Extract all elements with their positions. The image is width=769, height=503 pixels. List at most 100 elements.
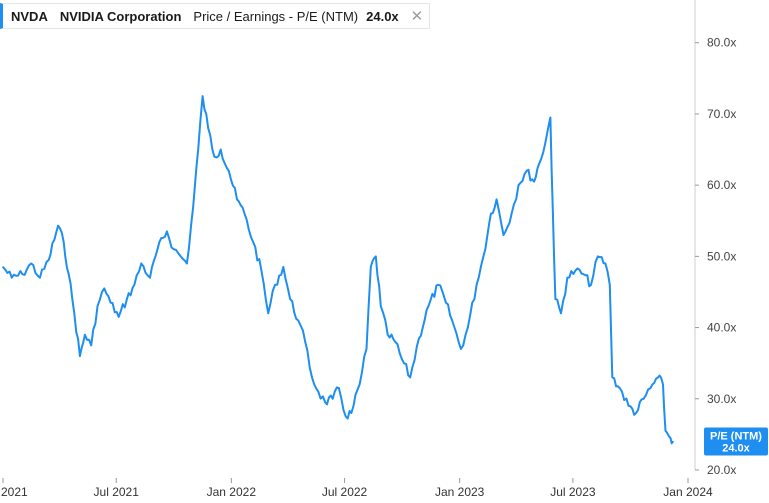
data-point [437,284,440,286]
data-point [311,376,313,379]
data-point [662,383,664,386]
x-tick-label: Jan 2022 [207,485,257,499]
metric-value: 24.0x [366,8,399,24]
data-point [604,262,607,265]
data-point [642,397,645,400]
data-point [156,248,159,251]
data-point [466,326,469,329]
data-point [365,348,368,350]
data-point [560,312,562,315]
last-value-box [704,427,768,456]
data-point [274,284,276,286]
data-point [409,376,412,379]
data-point [192,205,194,208]
data-point [213,155,216,158]
data-point [394,341,397,343]
data-point [345,415,347,418]
data-point [47,259,50,261]
data-point [96,305,99,308]
x-tick-label: Jan 2024 [663,485,713,499]
data-point [267,312,270,315]
data-point [79,355,81,357]
data-point [219,148,222,151]
pe-line-series [2,95,674,445]
data-point [549,116,552,119]
x-tick-label: Jan 2021 [0,485,28,499]
data-point [582,273,585,275]
data-point [324,401,326,404]
data-point [30,262,32,265]
data-point [358,383,361,386]
data-point [90,344,93,347]
data-point [39,276,41,279]
data-point [460,348,462,350]
data-point [427,305,430,308]
close-icon[interactable]: ✕ [410,8,424,25]
data-point [252,241,255,243]
data-point [672,440,674,443]
data-point [566,276,569,279]
data-point [10,276,13,279]
data-point [236,198,238,201]
y-tick-label: 30.0x [707,392,736,406]
data-point [445,301,447,304]
y-tick-label: 40.0x [707,321,736,335]
data-point [289,298,291,300]
data-point [619,387,621,389]
data-point [201,95,204,97]
data-point [297,319,300,322]
data-point [649,387,652,389]
data-point [57,224,59,227]
data-point [635,412,637,414]
data-point [338,387,340,389]
x-axis: Jan 2021 Jul 2021 Jan 2022 Jul 2022 Jan 2023… [0,478,713,499]
ticker-label: NVDA [11,8,48,24]
y-tick-label: 20.0x [707,463,736,477]
data-point [627,405,630,407]
data-point [186,262,188,265]
data-point [21,273,24,275]
data-point [554,298,557,300]
data-point [2,266,4,268]
data-point [495,198,498,201]
company-name: NVIDIA Corporation [59,8,182,24]
data-point [62,241,65,243]
data-point [282,266,285,268]
last-value-series-label: P/E (NTM) [710,431,762,443]
data-point [375,255,377,258]
data-point [260,269,263,272]
data-point [331,397,334,400]
data-point [133,284,136,286]
data-point [611,376,614,379]
data-point [401,358,403,361]
y-tick-label: 50.0x [707,249,736,263]
data-point [609,284,611,286]
data-point [597,255,599,258]
last-value-tag: P/E (NTM) 24.0x [704,427,768,456]
data-point [669,437,672,439]
x-tick-label: Jul 2022 [322,485,368,499]
x-tick-label: Jul 2023 [550,485,596,499]
y-tick-label: 70.0x [707,107,736,121]
legend-bar: NVDA NVIDIA Corporation Price / Earnings… [0,3,430,29]
y-axis: 20.0x 30.0x 40.0x 50.0x 60.0x 70.0x 80.0x [694,0,736,477]
data-point [475,284,478,286]
data-point [166,230,168,233]
data-point [574,269,577,272]
data-point [228,170,230,172]
data-point [67,273,70,275]
data-point [117,316,120,318]
data-point [482,255,485,258]
data-point [502,234,505,236]
data-point [418,337,420,340]
data-point [149,276,151,279]
data-point [350,412,353,414]
data-point [544,141,547,144]
data-point [84,333,86,336]
data-point [380,305,382,308]
data-point [172,248,175,251]
last-value-number: 24.0x [722,443,750,455]
data-point [538,162,540,165]
x-tick-label: Jul 2021 [94,485,140,499]
